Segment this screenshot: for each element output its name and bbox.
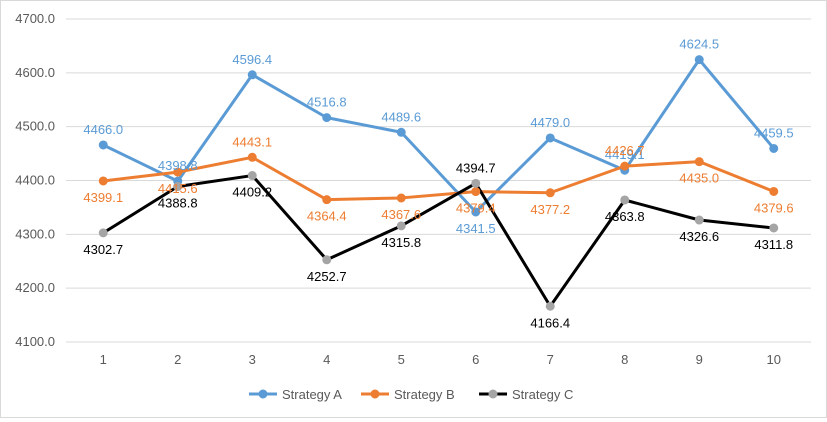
data-label-strategy-a: 4516.8 <box>307 95 347 110</box>
x-tick-label: 5 <box>398 352 405 367</box>
point-strategy-a <box>322 113 332 123</box>
x-axis-ticks: 1 2 3 4 5 6 7 8 9 10 <box>100 352 781 367</box>
point-strategy-b <box>545 188 555 198</box>
point-strategy-c <box>620 195 630 205</box>
data-label-strategy-c: 4252.7 <box>307 269 347 284</box>
point-strategy-a <box>545 133 555 143</box>
point-strategy-c <box>396 221 406 231</box>
data-label-strategy-b: 4377.2 <box>530 202 570 217</box>
y-tick-label: 4700.0 <box>15 11 55 26</box>
point-strategy-a <box>396 127 406 137</box>
point-strategy-b <box>98 176 108 186</box>
data-label-strategy-a: 4489.6 <box>381 109 421 124</box>
point-strategy-c <box>173 182 183 192</box>
point-strategy-c <box>322 255 332 265</box>
legend-label-strategy-a: Strategy A <box>282 387 342 402</box>
data-label-strategy-a: 4398.8 <box>158 158 198 173</box>
data-label-strategy-c: 4363.8 <box>605 209 645 224</box>
x-tick-label: 8 <box>621 352 628 367</box>
x-tick-label: 2 <box>174 352 181 367</box>
point-strategy-b <box>247 152 257 162</box>
point-strategy-a <box>769 143 779 153</box>
x-tick-label: 1 <box>100 352 107 367</box>
legend-marker-strategy-a <box>258 389 268 399</box>
gridlines <box>66 18 811 343</box>
point-strategy-c <box>769 223 779 233</box>
data-label-strategy-b: 4364.4 <box>307 209 347 224</box>
x-tick-label: 4 <box>323 352 330 367</box>
y-axis-ticks: 4100.0 4200.0 4300.0 4400.0 4500.0 4600.0 4700… <box>15 11 55 349</box>
point-strategy-c <box>247 171 257 181</box>
data-label-strategy-c: 4394.7 <box>456 160 496 175</box>
y-tick-label: 4100.0 <box>15 334 55 349</box>
point-strategy-c <box>98 228 108 238</box>
data-label-strategy-c: 4388.8 <box>158 196 198 211</box>
point-strategy-c <box>545 301 555 311</box>
series-lines <box>101 58 776 308</box>
data-label-strategy-a: 4419.1 <box>605 147 645 162</box>
data-label-strategy-b: 4399.1 <box>83 190 123 205</box>
series-line-strategy-c <box>101 174 776 308</box>
y-tick-label: 4600.0 <box>15 65 55 80</box>
data-label-strategy-c: 4409.2 <box>232 185 272 200</box>
point-strategy-b <box>694 157 704 167</box>
y-tick-label: 4500.0 <box>15 119 55 134</box>
data-label-strategy-b: 4415.6 <box>158 181 198 196</box>
series-line-strategy-b <box>101 155 776 202</box>
data-label-strategy-c: 4166.4 <box>530 315 570 330</box>
data-label-strategy-a: 4459.5 <box>754 125 794 140</box>
x-tick-label: 3 <box>249 352 256 367</box>
data-label-strategy-c: 4326.6 <box>679 229 719 244</box>
data-label-strategy-a: 4341.5 <box>456 221 496 236</box>
point-strategy-a <box>694 55 704 65</box>
point-strategy-b <box>396 193 406 203</box>
data-label-strategy-b: 4426.7 <box>605 143 645 158</box>
y-tick-label: 4300.0 <box>15 226 55 241</box>
data-label-strategy-a: 4596.4 <box>232 52 272 67</box>
series-points <box>98 55 779 311</box>
legend-label-strategy-b: Strategy B <box>394 387 455 402</box>
point-strategy-b <box>620 161 630 171</box>
x-tick-label: 9 <box>696 352 703 367</box>
x-tick-label: 7 <box>547 352 554 367</box>
data-label-strategy-a: 4624.5 <box>679 37 719 52</box>
point-strategy-a <box>471 207 481 217</box>
point-strategy-b <box>471 187 481 197</box>
data-labels: 4466.0 4398.8 4596.4 4516.8 4489.6 4341.5 4479… <box>83 37 793 331</box>
point-strategy-b <box>173 167 183 177</box>
data-label-strategy-b: 4435.0 <box>679 171 719 186</box>
data-label-strategy-b: 4379.6 <box>754 200 794 215</box>
data-label-strategy-a: 4466.0 <box>83 122 123 137</box>
data-label-strategy-b: 4367.6 <box>381 207 421 222</box>
legend: Strategy A Strategy B Strategy C <box>249 387 573 402</box>
y-tick-label: 4200.0 <box>15 280 55 295</box>
point-strategy-a <box>247 70 257 80</box>
legend-marker-strategy-c <box>488 389 498 399</box>
point-strategy-c <box>694 215 704 225</box>
legend-label-strategy-c: Strategy C <box>512 387 573 402</box>
data-label-strategy-b: 4443.1 <box>232 134 272 149</box>
y-tick-label: 4400.0 <box>15 173 55 188</box>
x-tick-label: 6 <box>472 352 479 367</box>
x-tick-label: 10 <box>767 352 781 367</box>
point-strategy-b <box>769 186 779 196</box>
data-label-strategy-b: 4379.4 <box>456 201 496 216</box>
point-strategy-a <box>98 140 108 150</box>
data-label-strategy-c: 4302.7 <box>83 242 123 257</box>
data-label-strategy-c: 4311.8 <box>754 237 793 252</box>
point-strategy-b <box>322 195 332 205</box>
point-strategy-c <box>471 178 481 188</box>
data-label-strategy-a: 4479.0 <box>530 115 570 130</box>
series-line-strategy-a <box>101 58 776 214</box>
data-label-strategy-c: 4315.8 <box>381 235 421 250</box>
legend-marker-strategy-b <box>370 389 380 399</box>
